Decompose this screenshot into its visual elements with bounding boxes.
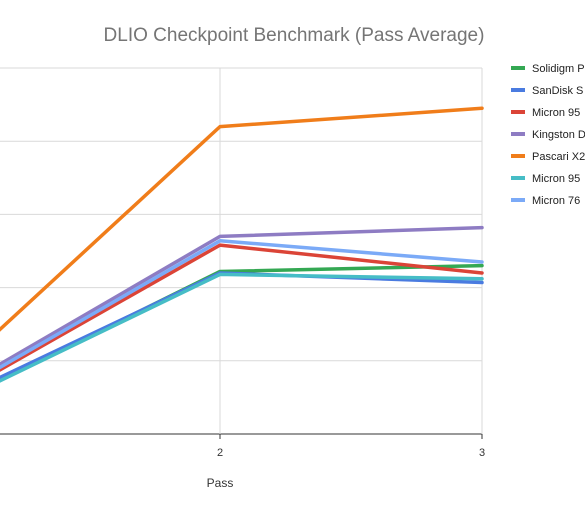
x-tick-label: 2 <box>217 447 223 459</box>
legend-entry-label: Kingston D <box>532 129 585 141</box>
legend-entry-label: Micron 95 <box>532 107 580 119</box>
series-line-3 <box>0 243 484 372</box>
chart-title: DLIO Checkpoint Benchmark (Pass Average) <box>104 25 485 46</box>
series-line-4 <box>0 225 484 367</box>
gridlines <box>0 67 483 435</box>
series-line-7 <box>0 239 484 370</box>
series-line-6 <box>0 272 484 383</box>
legend-entry-label: Solidigm P <box>532 63 585 75</box>
legend-entry-label: Micron 76 <box>532 195 580 207</box>
series-line-5 <box>0 106 484 332</box>
series-lines <box>0 106 484 383</box>
x-tick-label: 3 <box>479 447 485 459</box>
legend-entry-label: SanDisk S <box>532 85 583 97</box>
series-line-1 <box>0 263 484 383</box>
series-line-2 <box>0 271 484 380</box>
legend: Solidigm P SanDisk S Micron 95 Kingston D Pa… <box>511 63 585 207</box>
x-axis-label: Pass <box>207 476 234 490</box>
legend-entry-label: Micron 95 <box>532 173 580 185</box>
legend-entry-label: Pascari X2 <box>532 151 585 163</box>
